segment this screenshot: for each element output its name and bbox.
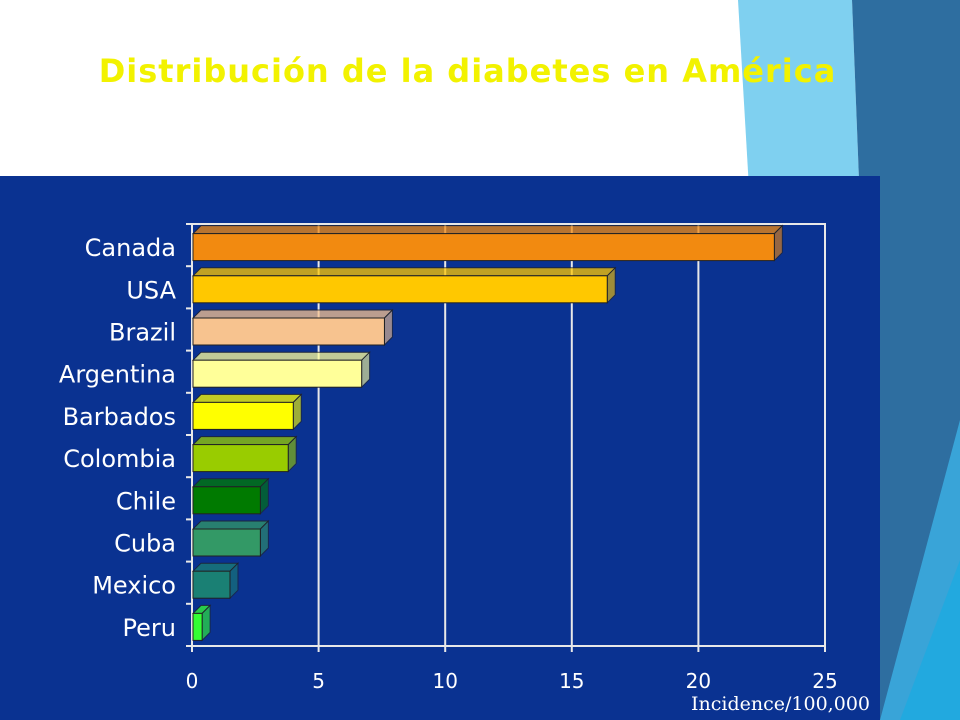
bar-top-face <box>191 436 298 446</box>
category-label: Canada <box>85 234 176 262</box>
bar-mexico <box>192 570 231 599</box>
bar-top-face <box>191 351 371 361</box>
x-axis-title: Incidence/100,000 <box>691 693 870 715</box>
slide-title: Distribución de la diabetes en América <box>98 52 837 90</box>
bar-chile <box>192 486 261 515</box>
bar-chart: Canada USA Brazil Argentina Barbados Colombia… <box>59 223 870 715</box>
x-tick-label: 15 <box>559 669 584 693</box>
bar-top-face <box>191 520 270 530</box>
bar-brazil <box>192 317 385 346</box>
category-label: Peru <box>123 614 176 642</box>
category-label: Chile <box>116 487 176 515</box>
category-label: Cuba <box>114 530 176 558</box>
bar-usa <box>192 275 608 304</box>
bars <box>191 224 784 642</box>
category-label: Barbados <box>63 403 176 431</box>
x-tick-label: 20 <box>686 669 711 693</box>
x-tick-labels: 0 5 10 15 20 25 <box>186 669 838 693</box>
x-tick-label: 5 <box>312 669 325 693</box>
deco-bright-triangle <box>900 560 960 720</box>
bar-argentina <box>192 359 363 388</box>
category-label: Brazil <box>109 319 176 347</box>
category-label: Argentina <box>59 361 176 389</box>
bar-peru <box>192 612 203 641</box>
category-label: Colombia <box>63 445 176 473</box>
bar-barbados <box>192 401 294 430</box>
bar-top-face <box>191 309 394 319</box>
bar-top-face <box>191 393 303 403</box>
category-labels: Canada USA Brazil Argentina Barbados Colombia… <box>59 234 177 642</box>
bar-cuba <box>192 528 261 557</box>
bar-top-face <box>191 478 270 488</box>
chart-panel: Canada USA Brazil Argentina Barbados Colombia… <box>0 176 880 720</box>
x-tick-label: 25 <box>812 669 837 693</box>
bar-canada <box>192 233 775 262</box>
category-label: USA <box>126 276 176 304</box>
bar-top-face <box>191 267 617 277</box>
bar-colombia <box>192 444 289 473</box>
x-tick-label: 0 <box>186 669 199 693</box>
bar-top-face <box>191 225 784 235</box>
category-label: Mexico <box>92 572 176 600</box>
x-tick-label: 10 <box>432 669 457 693</box>
